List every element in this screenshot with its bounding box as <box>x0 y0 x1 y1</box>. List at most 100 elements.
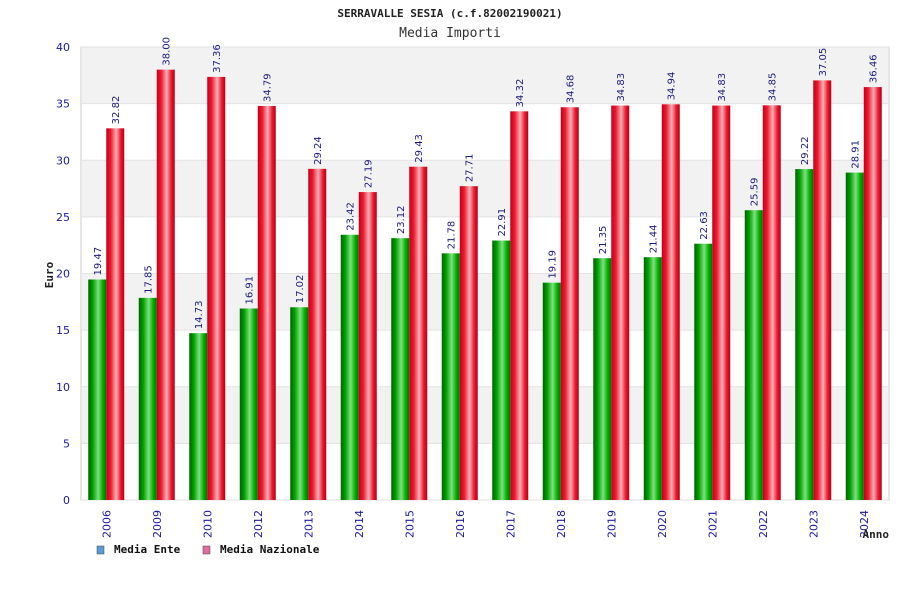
value-label-media-ente-2009: 17.85 <box>144 265 155 294</box>
bar-media-ente-2018 <box>542 282 561 500</box>
bar-media-nazionale-2015 <box>409 166 428 500</box>
bar-media-nazionale-2014 <box>358 192 377 501</box>
legend-label-media-nazionale: Media Nazionale <box>220 543 320 556</box>
value-label-media-nazionale-2018: 34.68 <box>566 75 577 104</box>
value-label-media-nazionale-2021: 34.83 <box>717 73 728 102</box>
bar-media-nazionale-2024 <box>863 87 882 500</box>
bar-media-ente-2013 <box>290 307 309 500</box>
value-label-media-nazionale-2024: 36.46 <box>869 54 880 83</box>
bar-media-nazionale-2023 <box>813 80 832 500</box>
legend-swatch-media-ente <box>96 545 105 555</box>
x-tick-label: 2024 <box>858 510 871 538</box>
y-axis-label: Euro <box>43 261 56 288</box>
x-tick-label: 2014 <box>353 510 366 538</box>
bar-media-nazionale-2012 <box>257 106 276 501</box>
x-tick-label: 2012 <box>252 510 265 538</box>
x-tick-label: 2013 <box>302 510 315 538</box>
bar-media-ente-2024 <box>845 172 864 501</box>
chart-subtitle: Media Importi <box>399 26 501 41</box>
bar-media-ente-2023 <box>795 169 814 500</box>
value-label-media-nazionale-2010: 37.36 <box>212 44 223 73</box>
value-label-media-nazionale-2020: 34.94 <box>667 72 678 101</box>
bar-media-ente-2017 <box>492 240 511 500</box>
bar-media-ente-2021 <box>694 243 713 500</box>
value-label-media-ente-2014: 23.42 <box>346 202 357 231</box>
value-label-media-ente-2017: 22.91 <box>497 208 508 237</box>
value-label-media-ente-2010: 14.73 <box>194 301 205 330</box>
x-tick-label: 2009 <box>151 510 164 538</box>
value-label-media-nazionale-2014: 27.19 <box>364 159 375 188</box>
bar-media-nazionale-2013 <box>308 168 327 500</box>
legend-item-media-nazionale: Media Nazionale <box>202 543 320 556</box>
bar-media-nazionale-2009 <box>156 69 175 501</box>
y-tick-label: 5 <box>63 437 70 450</box>
value-label-media-nazionale-2022: 34.85 <box>768 73 779 102</box>
x-tick-label: 2020 <box>656 510 669 538</box>
value-label-media-nazionale-2016: 27.71 <box>465 154 476 183</box>
value-label-media-ente-2020: 21.44 <box>649 225 660 254</box>
bar-media-nazionale-2018 <box>560 107 579 501</box>
x-tick-label: 2017 <box>504 510 517 538</box>
value-label-media-nazionale-2012: 34.79 <box>263 73 274 102</box>
value-label-media-ente-2015: 23.12 <box>396 206 407 235</box>
bar-media-nazionale-2017 <box>510 111 529 501</box>
value-label-media-ente-2013: 17.02 <box>295 275 306 304</box>
bars <box>88 69 882 501</box>
bar-media-ente-2022 <box>744 210 763 501</box>
value-label-media-ente-2021: 22.63 <box>699 211 710 240</box>
value-label-media-nazionale-2013: 29.24 <box>313 136 324 165</box>
value-label-media-ente-2022: 25.59 <box>750 178 761 207</box>
x-tick-label: 2022 <box>757 510 770 538</box>
legend-item-media-ente: Media Ente <box>96 543 181 556</box>
y-tick-label: 30 <box>56 154 70 167</box>
bar-media-nazionale-2016 <box>459 186 478 500</box>
y-tick-label: 15 <box>56 324 70 337</box>
value-labels: 19.47 32.82 17.85 38.00 14.73 37.36 16.91 34.79… <box>93 37 880 329</box>
y-tick-label: 35 <box>56 98 70 111</box>
y-tick-label: 40 <box>56 41 70 54</box>
value-label-media-nazionale-2009: 38.00 <box>162 37 173 66</box>
legend-swatch-media-nazionale <box>202 545 211 555</box>
bar-media-nazionale-2010 <box>207 76 226 500</box>
x-tick-label: 2018 <box>555 510 568 538</box>
chart-title: SERRAVALLE SESIA (c.f.82002190021) <box>337 7 562 20</box>
bar-media-nazionale-2020 <box>661 104 680 500</box>
value-label-media-ente-2023: 29.22 <box>800 136 811 165</box>
x-tick-label: 2010 <box>201 510 214 538</box>
x-tick-label: 2006 <box>100 510 113 538</box>
bar-media-ente-2010 <box>189 333 208 500</box>
bar-media-nazionale-2022 <box>762 105 781 500</box>
value-label-media-ente-2006: 19.47 <box>93 247 104 276</box>
legend: Media Ente Media Nazionale <box>96 543 320 556</box>
legend-label-media-ente: Media Ente <box>114 543 181 556</box>
value-label-media-ente-2019: 21.35 <box>598 226 609 255</box>
value-label-media-nazionale-2015: 29.43 <box>414 134 425 163</box>
bar-media-ente-2012 <box>239 308 258 500</box>
x-tick-label: 2019 <box>605 510 618 538</box>
x-tick-label: 2021 <box>706 510 719 538</box>
bar-media-ente-2006 <box>88 279 107 500</box>
y-tick-label: 10 <box>56 381 70 394</box>
value-label-media-nazionale-2006: 32.82 <box>111 96 122 125</box>
value-label-media-ente-2012: 16.91 <box>245 276 256 305</box>
bar-media-nazionale-2019 <box>611 105 630 501</box>
x-axis-label: Anno <box>863 528 890 541</box>
value-label-media-ente-2024: 28.91 <box>851 140 862 169</box>
bar-media-nazionale-2006 <box>106 128 125 500</box>
value-label-media-nazionale-2019: 34.83 <box>616 73 627 102</box>
bar-media-ente-2015 <box>391 238 410 500</box>
value-label-media-nazionale-2017: 34.32 <box>515 79 526 108</box>
bar-media-ente-2009 <box>138 297 157 500</box>
y-tick-label: 25 <box>56 211 70 224</box>
y-tick-label: 20 <box>56 268 70 281</box>
bar-media-nazionale-2021 <box>712 105 731 501</box>
bar-media-ente-2014 <box>340 234 359 500</box>
y-axis: 0 5 10 15 20 25 30 35 40 <box>56 41 70 507</box>
x-tick-label: 2016 <box>454 510 467 538</box>
bar-media-ente-2020 <box>643 257 662 500</box>
value-label-media-ente-2018: 19.19 <box>548 250 559 279</box>
bar-media-ente-2019 <box>593 258 612 500</box>
value-label-media-ente-2016: 21.78 <box>447 221 458 250</box>
x-tick-label: 2015 <box>403 510 416 538</box>
